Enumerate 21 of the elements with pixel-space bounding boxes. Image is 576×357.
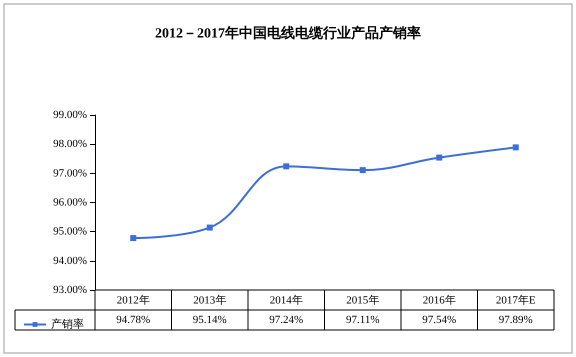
y-tick-label: 99.00%	[53, 109, 87, 121]
x-tick-label: 2015年	[346, 294, 380, 306]
y-tick-label: 94.00%	[53, 254, 87, 267]
data-label: 94.78%	[116, 314, 150, 326]
x-tick-label: 2012年	[116, 294, 150, 306]
y-tick-label: 97.00%	[53, 167, 87, 180]
y-tick-label: 93.00%	[53, 284, 87, 296]
y-tick-label: 98.00%	[53, 138, 87, 150]
data-label: 95.14%	[192, 314, 227, 326]
x-tick-label: 2013年	[193, 294, 226, 306]
data-label: 97.54%	[422, 314, 456, 326]
data-label: 97.89%	[498, 314, 533, 326]
x-tick-label: 2014年	[270, 294, 303, 306]
x-tick-label: 2017年E	[496, 294, 536, 306]
y-tick-label: 95.00%	[53, 226, 87, 238]
data-label: 97.11%	[346, 314, 380, 326]
x-tick-label: 2016年	[422, 294, 456, 306]
data-label: 97.24%	[269, 314, 304, 326]
y-tick-label: 96.00%	[53, 196, 87, 208]
legend-label: 产销率	[51, 318, 84, 330]
chart-title: 2012－2017年中国电线电缆行业产品产销率	[155, 24, 421, 42]
